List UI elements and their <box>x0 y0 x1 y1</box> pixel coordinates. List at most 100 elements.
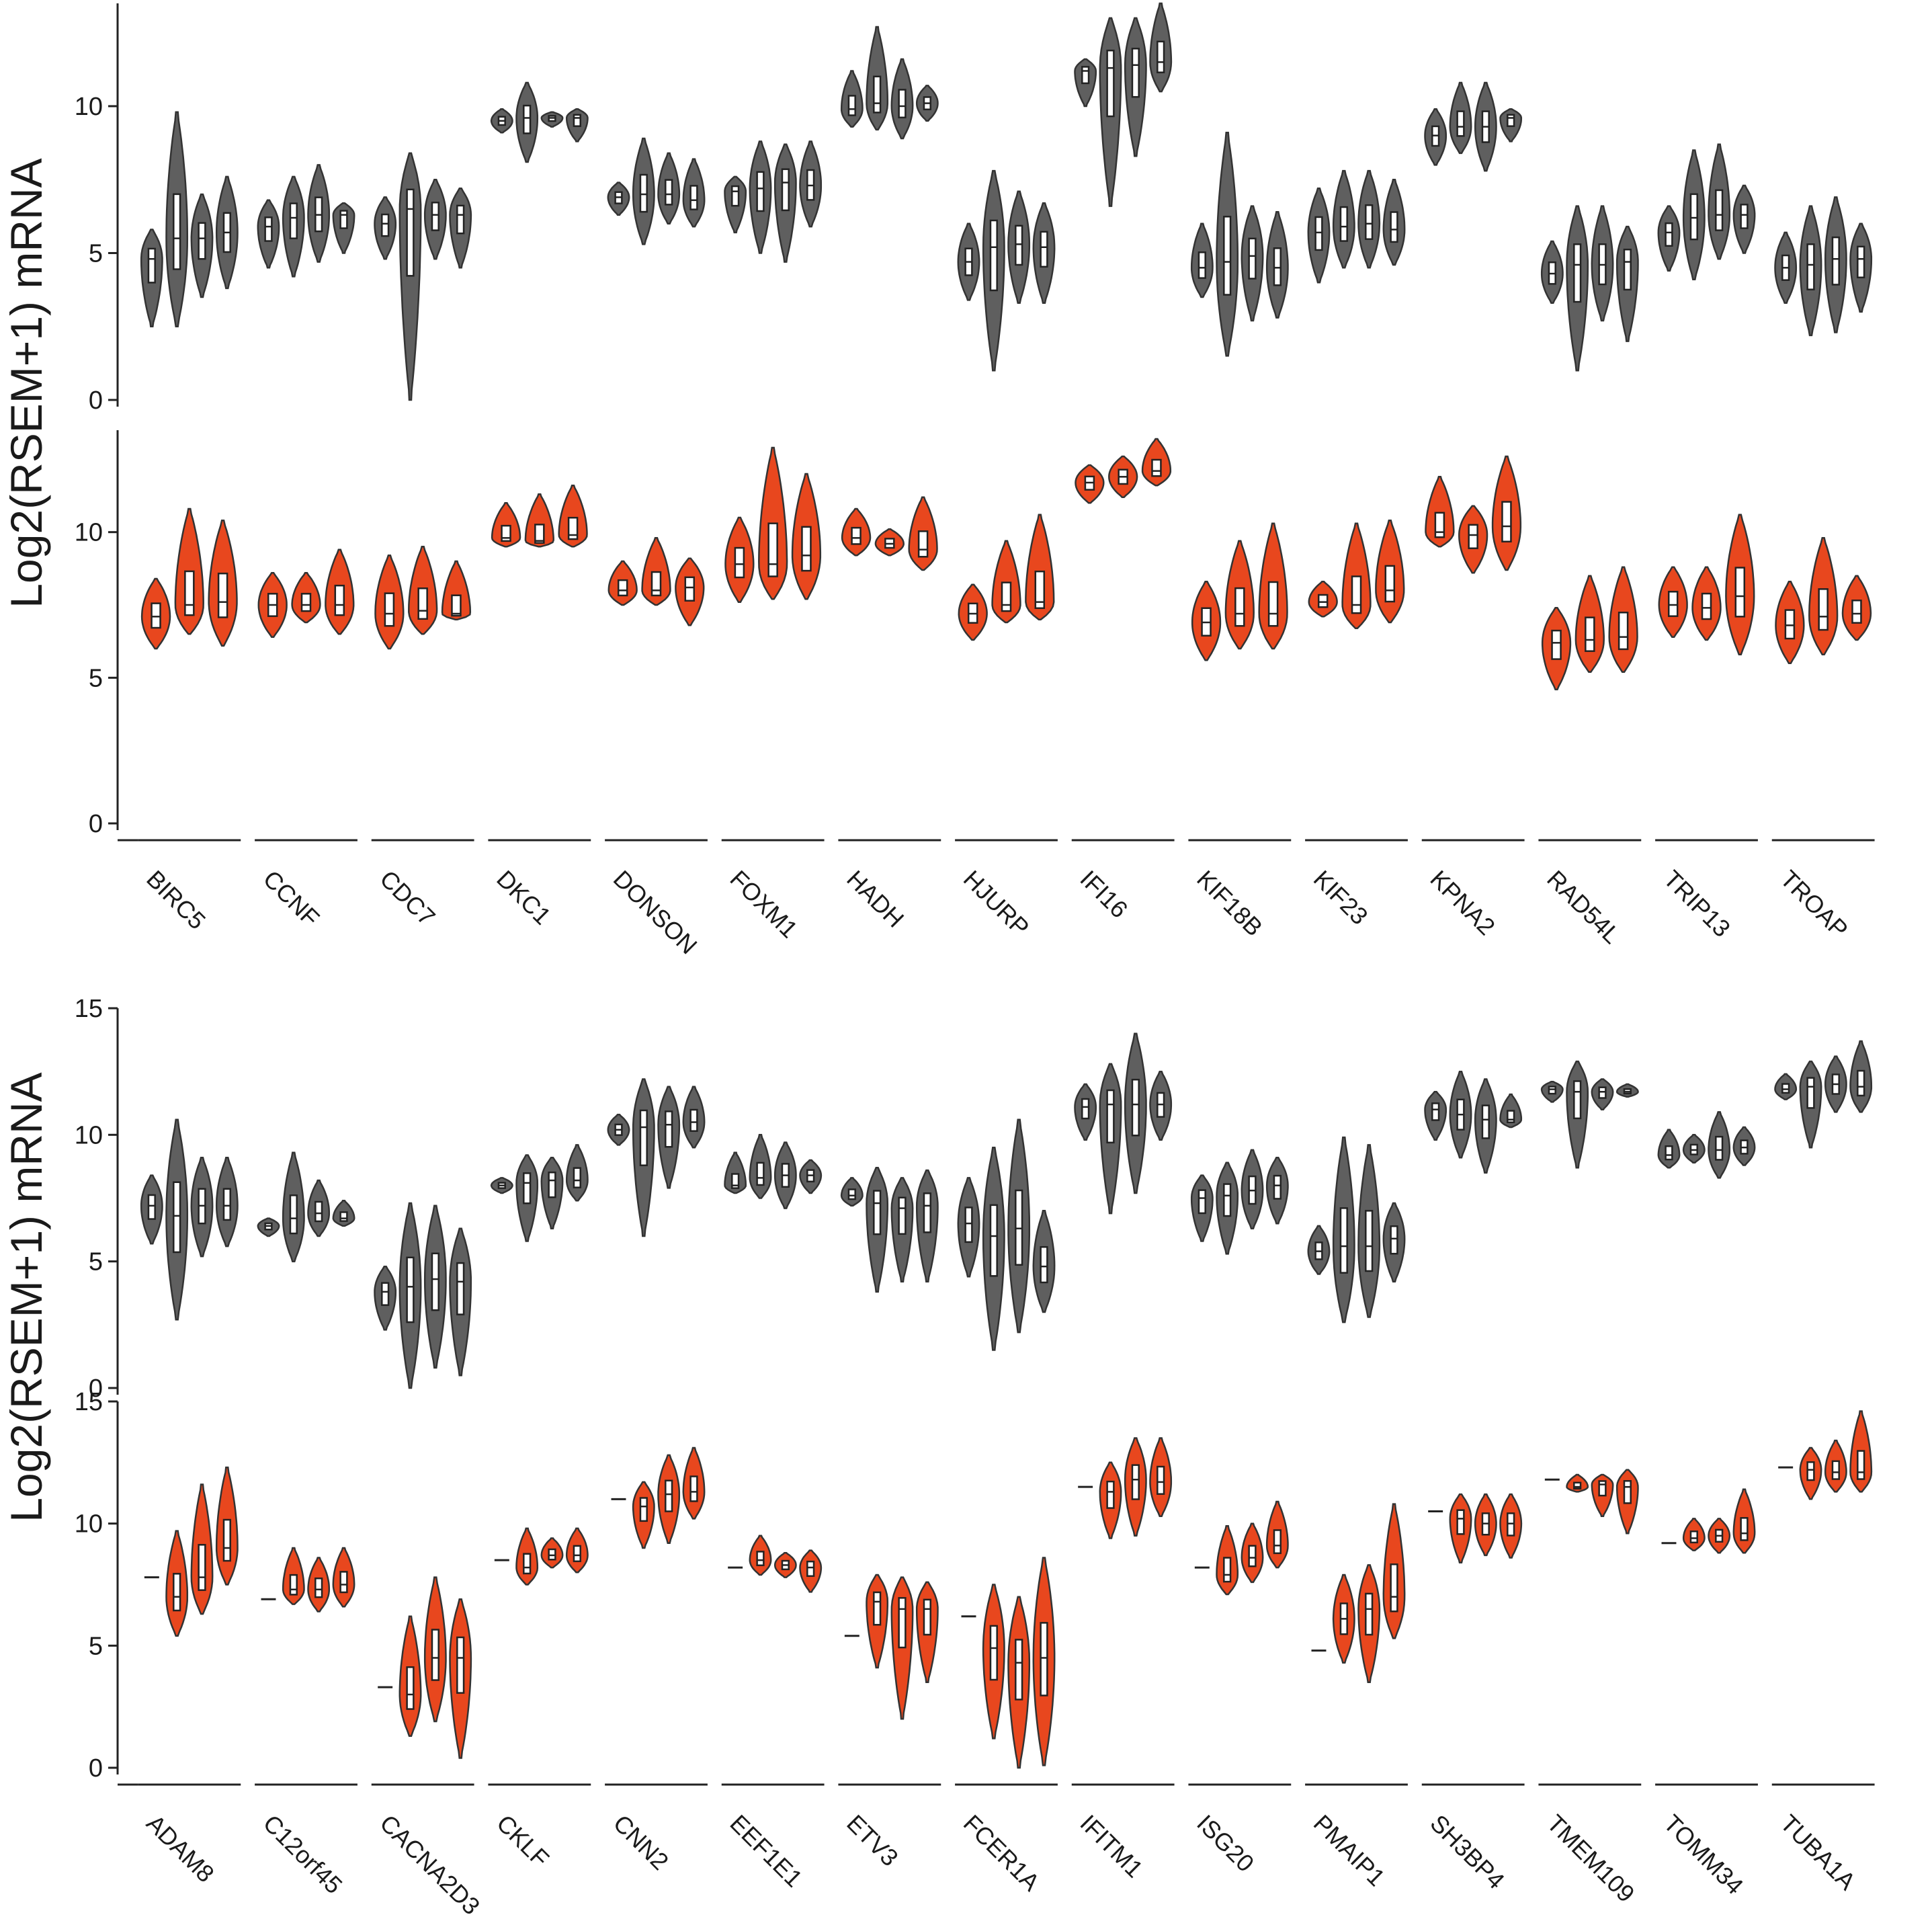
violin <box>991 540 1021 624</box>
box <box>1551 629 1562 660</box>
box <box>548 1172 556 1198</box>
box <box>1715 189 1724 231</box>
box <box>964 1207 973 1243</box>
category-trip13 <box>1657 143 1756 281</box>
box <box>1573 1481 1582 1489</box>
box <box>1573 1080 1582 1120</box>
x-tick-label: BIRC5 <box>141 865 211 935</box>
box <box>689 1475 698 1502</box>
category-tuba1a <box>1774 1040 1873 1149</box>
box <box>1131 48 1140 98</box>
category-cacna2d3 <box>374 1202 472 1389</box>
box <box>617 579 628 597</box>
box <box>1548 1086 1556 1095</box>
box <box>1806 1461 1815 1481</box>
category-pmaip1 <box>1307 1136 1406 1323</box>
box <box>1040 1246 1048 1284</box>
category-tmem109 <box>1540 1060 1639 1169</box>
box <box>1198 1189 1206 1215</box>
box <box>1501 501 1512 542</box>
category-ifitm1 <box>1074 1032 1173 1215</box>
box <box>1223 216 1232 296</box>
box <box>639 1109 648 1166</box>
box <box>781 168 790 212</box>
y-axis-label-top: Log2(RSEM+1) mRNA <box>1 158 51 608</box>
box <box>431 202 439 231</box>
box <box>1806 243 1815 290</box>
box <box>684 576 696 602</box>
box <box>1384 565 1396 603</box>
box <box>1273 1529 1282 1555</box>
category-sh3bp4 <box>1424 1070 1523 1174</box>
category-kpna2: KPNA2 <box>1421 455 1525 940</box>
box <box>923 1192 931 1233</box>
x-tick-label: TROAP <box>1775 865 1854 944</box>
y-tick-label: 15 <box>75 995 103 1023</box>
category-troap: TROAP <box>1771 537 1875 944</box>
box <box>456 1636 465 1694</box>
box <box>989 1204 998 1277</box>
x-tick-label: TUBA1A <box>1775 1809 1861 1895</box>
box <box>756 171 765 212</box>
y-tick-label: 10 <box>75 1121 103 1149</box>
box <box>1339 1207 1348 1274</box>
box <box>567 516 579 540</box>
box <box>639 173 648 213</box>
box <box>1365 1210 1374 1272</box>
box <box>1151 458 1162 477</box>
box <box>1339 206 1348 242</box>
box <box>1223 1183 1232 1217</box>
box <box>1573 243 1582 303</box>
box <box>431 1629 439 1681</box>
x-tick-label: PMAIP1 <box>1308 1809 1390 1891</box>
box <box>1507 114 1515 127</box>
x-tick-label: HJURP <box>958 865 1035 942</box>
y-tick-label: 5 <box>89 239 103 268</box>
box <box>639 1497 648 1522</box>
box <box>1106 49 1115 118</box>
box <box>173 1573 181 1612</box>
box <box>1040 1622 1048 1697</box>
y-tick-label: 15 <box>75 1388 103 1416</box>
box <box>1234 587 1245 627</box>
box <box>451 594 462 617</box>
box <box>665 1110 673 1148</box>
violin <box>1025 514 1055 620</box>
box <box>1481 1104 1490 1139</box>
box <box>1781 1083 1790 1094</box>
box <box>689 1108 698 1132</box>
box <box>731 185 740 207</box>
category-isg20: ISG20 <box>1188 1500 1292 1877</box>
x-tick-label: HADH <box>841 865 909 933</box>
box <box>339 1211 348 1222</box>
category-kif23 <box>1307 169 1406 284</box>
box <box>1314 216 1323 251</box>
category-dkc1: DKC1 <box>488 485 591 930</box>
box <box>1106 1089 1115 1144</box>
category-ifi16: IFI16 <box>1071 438 1175 924</box>
y-tick-label: 10 <box>75 1510 103 1539</box>
box <box>1689 193 1698 241</box>
category-kif18b: KIF18B <box>1188 522 1292 942</box>
box <box>1857 245 1865 279</box>
category-eef1e1 <box>724 1134 823 1209</box>
x-tick-label: CNN2 <box>608 1809 674 1875</box>
box <box>1689 1530 1698 1544</box>
box <box>339 210 348 229</box>
box <box>1598 1480 1607 1497</box>
category-foxm1: FOXM1 <box>721 446 825 943</box>
box <box>334 584 345 616</box>
category-etv3: ETV3 <box>838 1574 941 1871</box>
box <box>1667 591 1679 617</box>
box <box>1740 1517 1749 1541</box>
x-tick-label: ISG20 <box>1191 1809 1259 1877</box>
violin <box>1425 476 1455 548</box>
box <box>1248 237 1257 280</box>
box <box>734 546 745 579</box>
category-fcer1a <box>957 1118 1056 1351</box>
box <box>314 1200 323 1223</box>
box <box>1106 1480 1115 1509</box>
category-trip13: TRIP13 <box>1655 514 1758 942</box>
x-tick-label: KPNA2 <box>1425 865 1501 940</box>
